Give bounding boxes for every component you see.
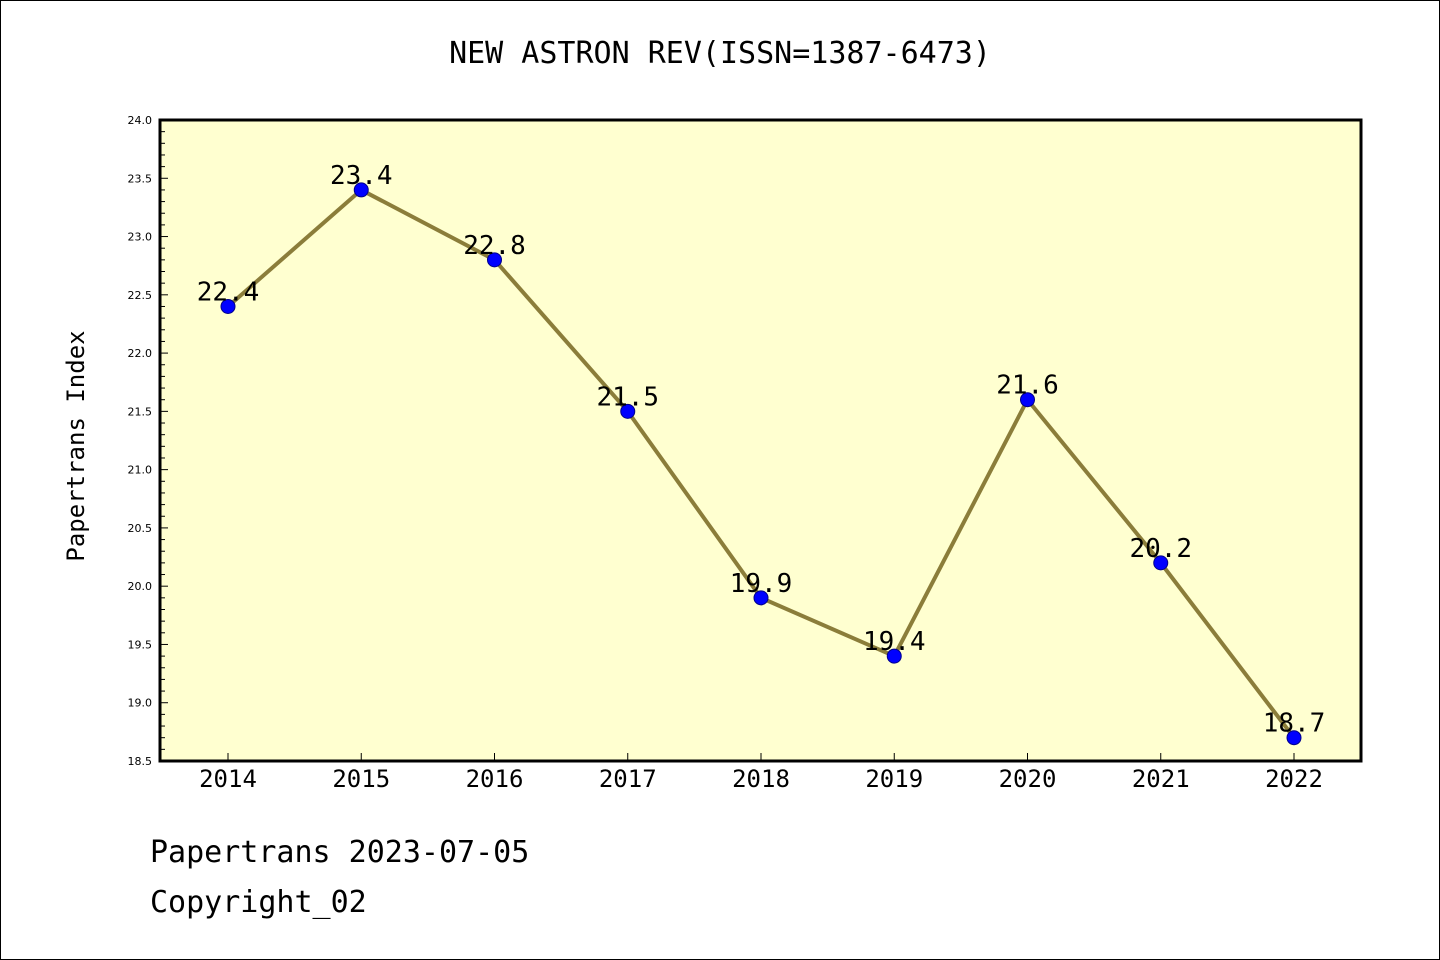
footer-copyright: Copyright_02 bbox=[150, 885, 367, 920]
x-tick-label: 2015 bbox=[332, 765, 390, 793]
footer-source-date: Papertrans 2023-07-05 bbox=[150, 835, 530, 870]
x-tick-label: 2014 bbox=[199, 765, 257, 793]
y-tick-label: 20.5 bbox=[128, 522, 153, 535]
data-label: 21.5 bbox=[596, 382, 659, 412]
data-label: 21.6 bbox=[996, 371, 1059, 401]
data-point bbox=[753, 590, 769, 606]
data-label: 18.7 bbox=[1263, 709, 1326, 739]
data-point bbox=[1020, 392, 1035, 408]
x-tick-label: 2021 bbox=[1132, 765, 1190, 793]
data-point bbox=[1153, 555, 1169, 571]
data-point bbox=[487, 252, 502, 268]
x-tick-label: 2022 bbox=[1265, 765, 1323, 793]
x-tick-label: 2017 bbox=[599, 765, 657, 793]
plot-area: 18.5 19.0 19.5 20.0 20.5 21.0 21.5 22.0 22.5 23.0… bbox=[128, 114, 1363, 793]
x-tick-label: 2018 bbox=[732, 765, 790, 793]
x-tick-label: 2016 bbox=[466, 765, 524, 793]
x-tick-label: 2019 bbox=[865, 765, 923, 793]
data-point bbox=[620, 403, 636, 419]
data-label: 22.8 bbox=[463, 231, 526, 261]
y-tick-label: 22.5 bbox=[128, 289, 153, 302]
y-tick-label: 21.5 bbox=[128, 405, 153, 418]
y-tick-label: 23.5 bbox=[128, 172, 153, 185]
y-tick-label: 19.5 bbox=[128, 638, 153, 651]
data-label: 19.9 bbox=[730, 569, 793, 599]
data-point bbox=[220, 298, 236, 314]
data-label: 19.4 bbox=[863, 627, 926, 657]
y-tick-label: 24.0 bbox=[128, 114, 153, 127]
y-tick-label: 20.0 bbox=[128, 580, 153, 593]
y-tick-label: 19.0 bbox=[128, 697, 153, 710]
y-tick-label: 22.0 bbox=[128, 347, 153, 360]
y-tick-label: 23.0 bbox=[128, 231, 153, 244]
data-label: 22.4 bbox=[197, 277, 260, 307]
plot-background bbox=[158, 118, 1363, 763]
data-point bbox=[353, 182, 369, 198]
data-label: 23.4 bbox=[330, 161, 393, 191]
data-point bbox=[886, 648, 902, 664]
y-tick-label: 21.0 bbox=[128, 464, 153, 477]
data-label: 20.2 bbox=[1129, 534, 1192, 564]
y-tick-label: 18.5 bbox=[128, 755, 153, 768]
chart-title: NEW ASTRON REV(ISSN=1387-6473) bbox=[449, 36, 991, 71]
data-point bbox=[1286, 730, 1302, 746]
x-tick-label: 2020 bbox=[999, 765, 1057, 793]
